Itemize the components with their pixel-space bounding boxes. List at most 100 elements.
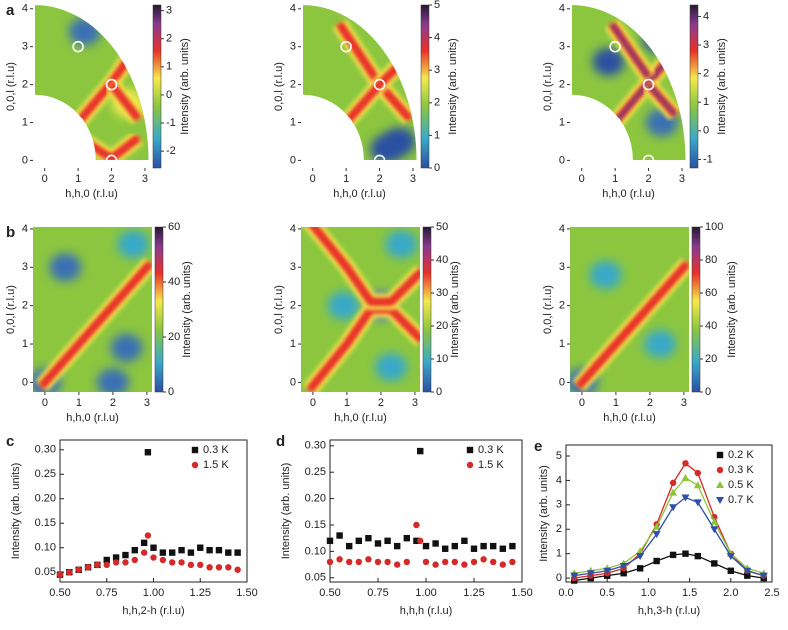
marker-circle	[373, 78, 386, 91]
y-tick-label: 0.30	[305, 440, 326, 452]
x-tick-label: 1	[343, 173, 349, 185]
heatmap-band	[110, 83, 140, 120]
x-tick-label: 1.50	[236, 587, 257, 599]
y-tick-label: 0.10	[305, 545, 326, 557]
point	[150, 554, 157, 561]
colorbar-tick-label: 40	[168, 276, 180, 288]
point	[225, 564, 232, 571]
y-tick-label: 0.15	[305, 519, 326, 531]
legend-label: 0.5 K	[728, 479, 754, 491]
y-axis-label: Intensity (arb. units)	[280, 463, 292, 560]
point	[215, 546, 223, 554]
x-tick-label: 0.50	[49, 587, 70, 599]
point	[355, 558, 362, 566]
point	[499, 545, 506, 552]
x-tick-label: 2	[645, 173, 651, 185]
point	[586, 570, 595, 578]
colorbar-tick-label: 2	[166, 33, 172, 45]
point	[432, 561, 439, 568]
y-tick-label: 3	[556, 499, 562, 511]
point	[187, 561, 195, 569]
x-tick-label: 0	[579, 397, 585, 409]
marker-circle	[609, 116, 621, 129]
point	[122, 559, 129, 566]
y-tick-label: 0.25	[35, 468, 56, 480]
point	[326, 558, 334, 566]
x-tick-label: 1.0	[641, 587, 656, 599]
point	[669, 504, 678, 512]
point	[461, 561, 468, 568]
legend-label: 0.3 K	[478, 444, 504, 456]
point	[669, 479, 677, 487]
colorbar-tick-label: -1	[166, 117, 176, 129]
point	[711, 560, 718, 567]
point	[103, 561, 110, 569]
point	[225, 549, 232, 556]
marker-circle	[72, 116, 84, 129]
x-tick-label: 3	[144, 397, 150, 409]
colorbar-tick-label: 100	[705, 221, 723, 233]
x-tick-label: 0	[579, 173, 585, 185]
point	[159, 556, 167, 564]
heatmap-band	[40, 262, 152, 388]
x-tick-label: 0.75	[367, 587, 388, 599]
y-axis-label: 0,0,l (r.l.u)	[5, 62, 17, 111]
point	[744, 572, 751, 579]
point	[403, 558, 410, 566]
point	[355, 537, 362, 545]
point	[619, 562, 628, 570]
point	[374, 540, 382, 547]
y-tick-label: 0	[290, 376, 296, 388]
y-tick-label: 4	[22, 3, 28, 15]
x-tick-label: 0.50	[319, 587, 340, 599]
point	[169, 559, 176, 566]
colorbar-label: Intensity (arb. units)	[726, 261, 738, 358]
colorbar-tick-label: 60	[168, 221, 180, 233]
point	[122, 551, 129, 559]
point	[682, 460, 689, 467]
colorbar-label: Intensity (arb. units)	[447, 38, 459, 135]
x-tick-label: 1.00	[143, 587, 164, 599]
x-tick-label: 2	[376, 173, 382, 185]
point	[66, 569, 73, 576]
y-tick-label: 1	[559, 116, 565, 128]
point	[509, 558, 516, 566]
x-tick-label: 1	[613, 397, 619, 409]
heatmap-image	[33, 227, 152, 392]
heatmap-bg	[572, 5, 686, 161]
colorbar-tick-label: 0	[166, 89, 172, 101]
point	[636, 553, 645, 561]
legend-label: 0.2 K	[728, 449, 754, 461]
legend-marker	[191, 461, 199, 469]
heatmap-blob	[110, 333, 143, 362]
colorbar-tick-label: 20	[436, 320, 448, 332]
y-tick-label: 3	[559, 261, 565, 273]
x-tick-label: 1.50	[511, 587, 532, 599]
point	[413, 521, 420, 529]
legend-label: 0.3 K	[728, 464, 754, 476]
x-tick-label: 0	[310, 173, 316, 185]
marker-circle	[642, 154, 655, 167]
colorbar-tick-label: 0	[705, 386, 711, 398]
point	[470, 545, 478, 552]
y-tick-label: 3	[290, 261, 296, 273]
y-tick-label: 0	[559, 376, 565, 388]
point	[197, 544, 204, 551]
colorbar-tick-label: 60	[705, 287, 717, 299]
heatmap-blob	[642, 25, 675, 54]
point	[403, 534, 410, 542]
point	[499, 561, 506, 568]
point	[159, 549, 167, 556]
x-tick-label: 1	[344, 397, 350, 409]
marker-circle	[340, 116, 352, 129]
point	[653, 557, 660, 565]
point	[442, 558, 449, 566]
point	[461, 537, 468, 545]
point	[394, 561, 401, 568]
y-tick-label: 5	[556, 450, 562, 462]
colorbar-tick-label: 2	[703, 68, 709, 80]
colorbar-tick-label: -2	[166, 145, 176, 157]
colorbar-tick-label: 3	[434, 64, 440, 76]
colorbar	[420, 4, 430, 169]
colorbar-tick-label: 0	[703, 125, 709, 137]
